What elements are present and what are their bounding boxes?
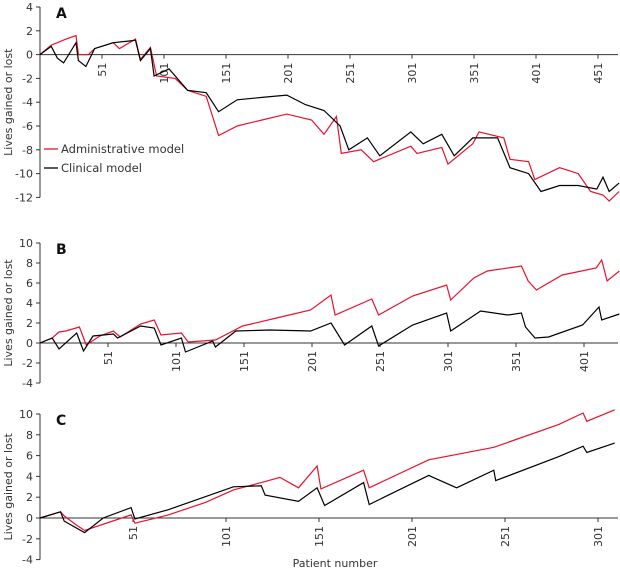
x-tick-label: 251 — [344, 63, 357, 84]
panel-c: 10 8 6 4 2 0 -2 -4 51 101 151 201 251 301 Lives gained… — [2, 408, 618, 570]
y-tick-label: 2 — [26, 317, 33, 330]
y-tick-label: 0 — [26, 49, 33, 62]
y-tick-label: -12 — [15, 191, 33, 204]
x-tick-label: 51 — [96, 63, 109, 77]
y-tick-label: -6 — [22, 120, 33, 133]
panel-a: 4 2 0 -2 -4 -6 -8 -10 -12 51 101 151 201 251 301 351 401… — [2, 1, 620, 204]
x-tick-label: 401 — [578, 351, 591, 372]
x-tick-label: 451 — [592, 63, 605, 84]
y-tick-label: -4 — [22, 554, 33, 567]
x-tick-label: 401 — [530, 63, 543, 84]
x-tick-label: 251 — [499, 526, 512, 547]
panel-label: C — [56, 413, 66, 429]
series-line-administrative — [39, 258, 620, 346]
x-tick-label: 201 — [406, 526, 419, 547]
y-tick-label: -4 — [22, 96, 33, 109]
y-axis-label: Lives gained or lost — [2, 48, 15, 156]
y-tick-label: 2 — [26, 25, 33, 38]
y-tick-label: 8 — [26, 429, 33, 442]
x-tick-label: 351 — [510, 351, 523, 372]
x-tick-label: 151 — [220, 63, 233, 84]
x-tick-label: 151 — [238, 351, 251, 372]
y-tick-label: -2 — [22, 357, 33, 370]
y-axis-label: Lives gained or lost — [2, 432, 15, 540]
series-line-administrative — [39, 34, 620, 202]
y-tick-label: -8 — [22, 144, 33, 157]
y-axis-label: Lives gained or lost — [2, 259, 15, 367]
series-line-clinical — [39, 39, 620, 193]
x-tick-label: 101 — [220, 526, 233, 547]
y-tick-label: 0 — [26, 337, 33, 350]
x-tick-label: 201 — [306, 351, 319, 372]
y-tick-label: 4 — [26, 470, 33, 483]
x-tick-label: 351 — [468, 63, 481, 84]
x-tick-label: 51 — [102, 351, 115, 365]
legend-entry: Administrative model — [61, 142, 184, 156]
x-axis-label: Patient number — [293, 557, 378, 570]
panel-label: B — [56, 242, 67, 258]
y-tick-label: 6 — [26, 277, 33, 290]
panel-label: A — [56, 6, 67, 22]
legend-entry: Clinical model — [61, 161, 142, 175]
x-tick-label: 151 — [313, 526, 326, 547]
x-tick-label: 201 — [282, 63, 295, 84]
y-tick-label: -2 — [22, 72, 33, 85]
y-tick-label: 8 — [26, 257, 33, 270]
series-line-administrative — [39, 409, 615, 532]
y-tick-label: -4 — [22, 377, 33, 390]
x-tick-label: 301 — [442, 351, 455, 372]
y-tick-label: 6 — [26, 450, 33, 463]
y-tick-label: 4 — [26, 297, 33, 310]
panel-b: 10 8 6 4 2 0 -2 -4 51 101 151 201 251 301 351 401 Lives … — [2, 237, 620, 390]
x-tick-label: 301 — [406, 63, 419, 84]
x-tick-label: 51 — [127, 526, 140, 540]
series-line-clinical — [39, 305, 620, 353]
y-tick-label: -2 — [22, 533, 33, 546]
x-tick-label: 301 — [592, 526, 605, 547]
y-tick-label: 10 — [19, 237, 33, 250]
x-tick-label: 251 — [374, 351, 387, 372]
y-tick-label: -10 — [15, 168, 33, 181]
y-tick-label: 0 — [26, 512, 33, 525]
x-tick-label: 101 — [158, 63, 171, 84]
legend: Administrative model Clinical model — [44, 142, 184, 175]
y-tick-label: 2 — [26, 491, 33, 504]
x-tick-label: 101 — [170, 351, 183, 372]
y-tick-label: 4 — [26, 1, 33, 14]
series-line-clinical — [39, 442, 615, 534]
y-tick-label: 10 — [19, 408, 33, 421]
